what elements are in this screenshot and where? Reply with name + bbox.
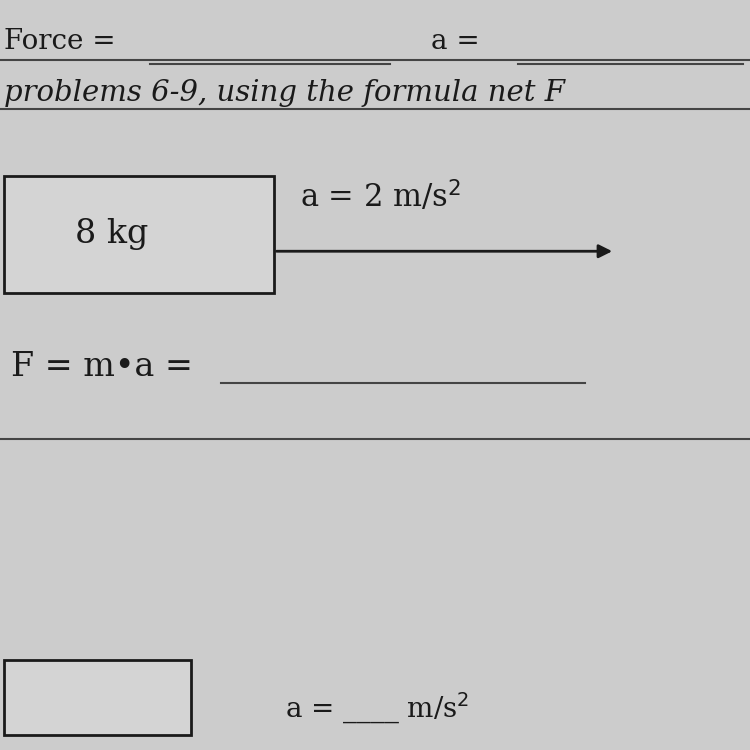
Text: Force =: Force = [4,28,116,55]
Text: F = m•a =: F = m•a = [11,352,194,383]
Bar [4,176,274,292]
Text: a =: a = [431,28,480,55]
Text: a = ____ m/s$^2$: a = ____ m/s$^2$ [285,691,470,727]
Bar [4,660,191,735]
Text: 8 kg: 8 kg [75,218,148,250]
Text: problems 6-9, using the formula net F: problems 6-9, using the formula net F [4,79,565,107]
Text: a = 2 m/s$^2$: a = 2 m/s$^2$ [300,178,461,214]
